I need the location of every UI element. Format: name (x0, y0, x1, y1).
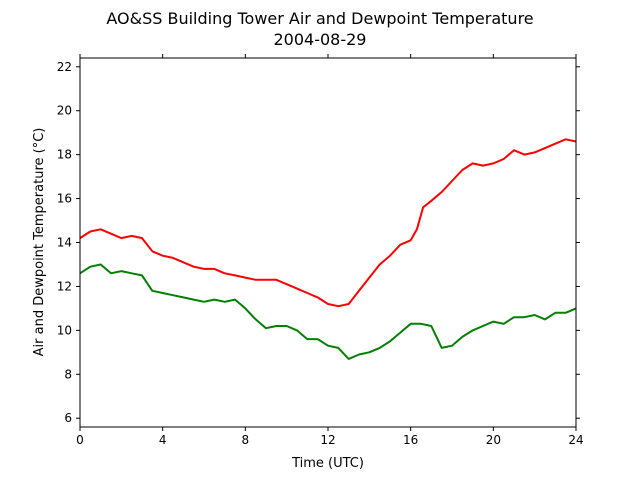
x-ticks: 0 4 8 12 16 20 24 (76, 54, 584, 447)
x-tick-label: 16 (403, 433, 418, 447)
y-tick-label: 18 (57, 148, 72, 162)
plot-background (80, 58, 576, 427)
y-tick-label: 20 (57, 104, 72, 118)
plot-area (80, 58, 576, 427)
x-tick-label: 12 (320, 433, 335, 447)
x-tick-label: 0 (76, 433, 84, 447)
y-axis-label: Air and Dewpoint Temperature (°C) (32, 128, 47, 357)
x-tick-label: 20 (486, 433, 501, 447)
x-tick-label: 4 (159, 433, 167, 447)
y-tick-label: 14 (57, 236, 72, 250)
x-axis-label: Time (UTC) (291, 456, 364, 471)
series-layer (79, 138, 577, 360)
chart-title-line2: 2004-08-29 (274, 30, 367, 49)
x-tick-label: 8 (242, 433, 250, 447)
series-line-1 (79, 138, 577, 308)
chart-title-line1: AO&SS Building Tower Air and Dewpoint Te… (106, 9, 533, 28)
y-tick-label: 12 (57, 279, 72, 293)
y-tick-label: 6 (64, 411, 72, 425)
y-tick-label: 16 (57, 192, 72, 206)
y-tick-label: 22 (57, 60, 72, 74)
x-tick-label: 24 (568, 433, 583, 447)
y-tick-label: 10 (57, 323, 72, 337)
y-ticks: 6 8 10 12 14 16 18 20 22 (57, 60, 580, 425)
series-line-2 (79, 263, 577, 360)
y-tick-label: 8 (64, 367, 72, 381)
